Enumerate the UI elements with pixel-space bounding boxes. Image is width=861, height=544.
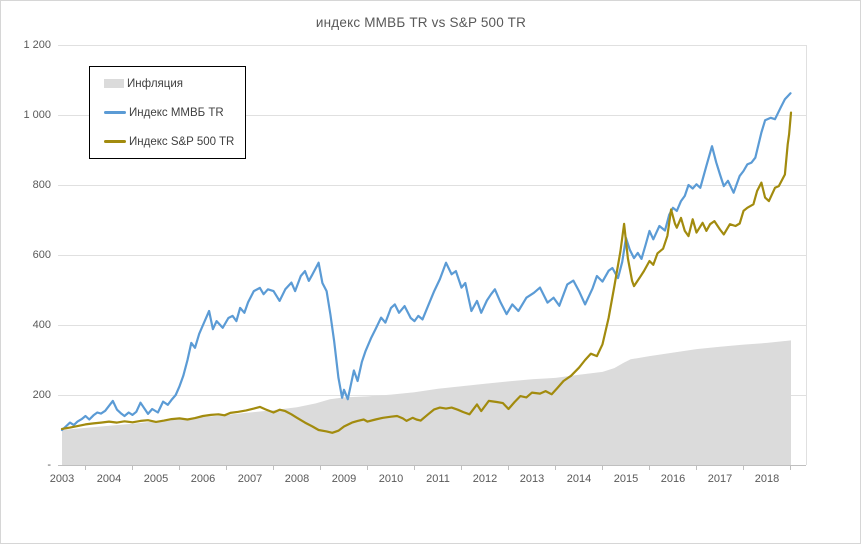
y-tick-label: 1 200: [23, 39, 51, 51]
y-tick-label: 800: [32, 179, 51, 191]
x-tick-label: 2010: [378, 473, 404, 485]
x-tick-label: 2007: [237, 473, 263, 485]
x-tick-label: 2012: [472, 473, 498, 485]
chart-legend: Инфляция Индекс ММВБ TR Индекс S&P 500 T…: [89, 66, 246, 159]
y-tick-label: 400: [32, 319, 51, 331]
micex-line: [60, 92, 792, 432]
micex-line-swatch-icon: [104, 111, 126, 114]
x-tick-label: 2003: [49, 473, 75, 485]
y-tick-label: 200: [32, 389, 51, 401]
y-tick-label: 600: [32, 249, 51, 261]
x-tick-label: 2016: [660, 473, 686, 485]
y-tick-label: -: [47, 459, 51, 471]
x-tick-label: 2018: [754, 473, 780, 485]
inflation-area: [62, 340, 791, 465]
x-tick-label: 2005: [143, 473, 169, 485]
legend-item-inflation: Инфляция: [104, 78, 245, 90]
legend-label-micex: Индекс ММВБ TR: [129, 106, 224, 119]
chart-title: индекс ММВБ TR vs S&P 500 TR: [315, 15, 527, 30]
x-tick-label: 2017: [707, 473, 733, 485]
sp500-line: [60, 111, 793, 434]
x-tick-label: 2011: [426, 473, 450, 485]
x-tick-label: 2008: [284, 473, 310, 485]
x-tick-label: 2015: [613, 473, 639, 485]
x-tick-label: 2013: [519, 473, 545, 485]
legend-item-sp500: Индекс S&P 500 TR: [104, 136, 245, 148]
inflation-area-swatch-icon: [104, 79, 124, 88]
legend-label-inflation: Инфляция: [127, 77, 184, 90]
x-tick-label: 2006: [190, 473, 216, 485]
x-tick-label: 2004: [96, 473, 122, 485]
sp500-line-swatch-icon: [104, 140, 126, 143]
x-tick-label: 2009: [331, 473, 357, 485]
y-tick-label: 1 000: [23, 109, 51, 121]
legend-item-micex: Индекс ММВБ TR: [104, 107, 245, 119]
legend-label-sp500: Индекс S&P 500 TR: [129, 135, 235, 148]
x-tick-label: 2014: [566, 473, 592, 485]
